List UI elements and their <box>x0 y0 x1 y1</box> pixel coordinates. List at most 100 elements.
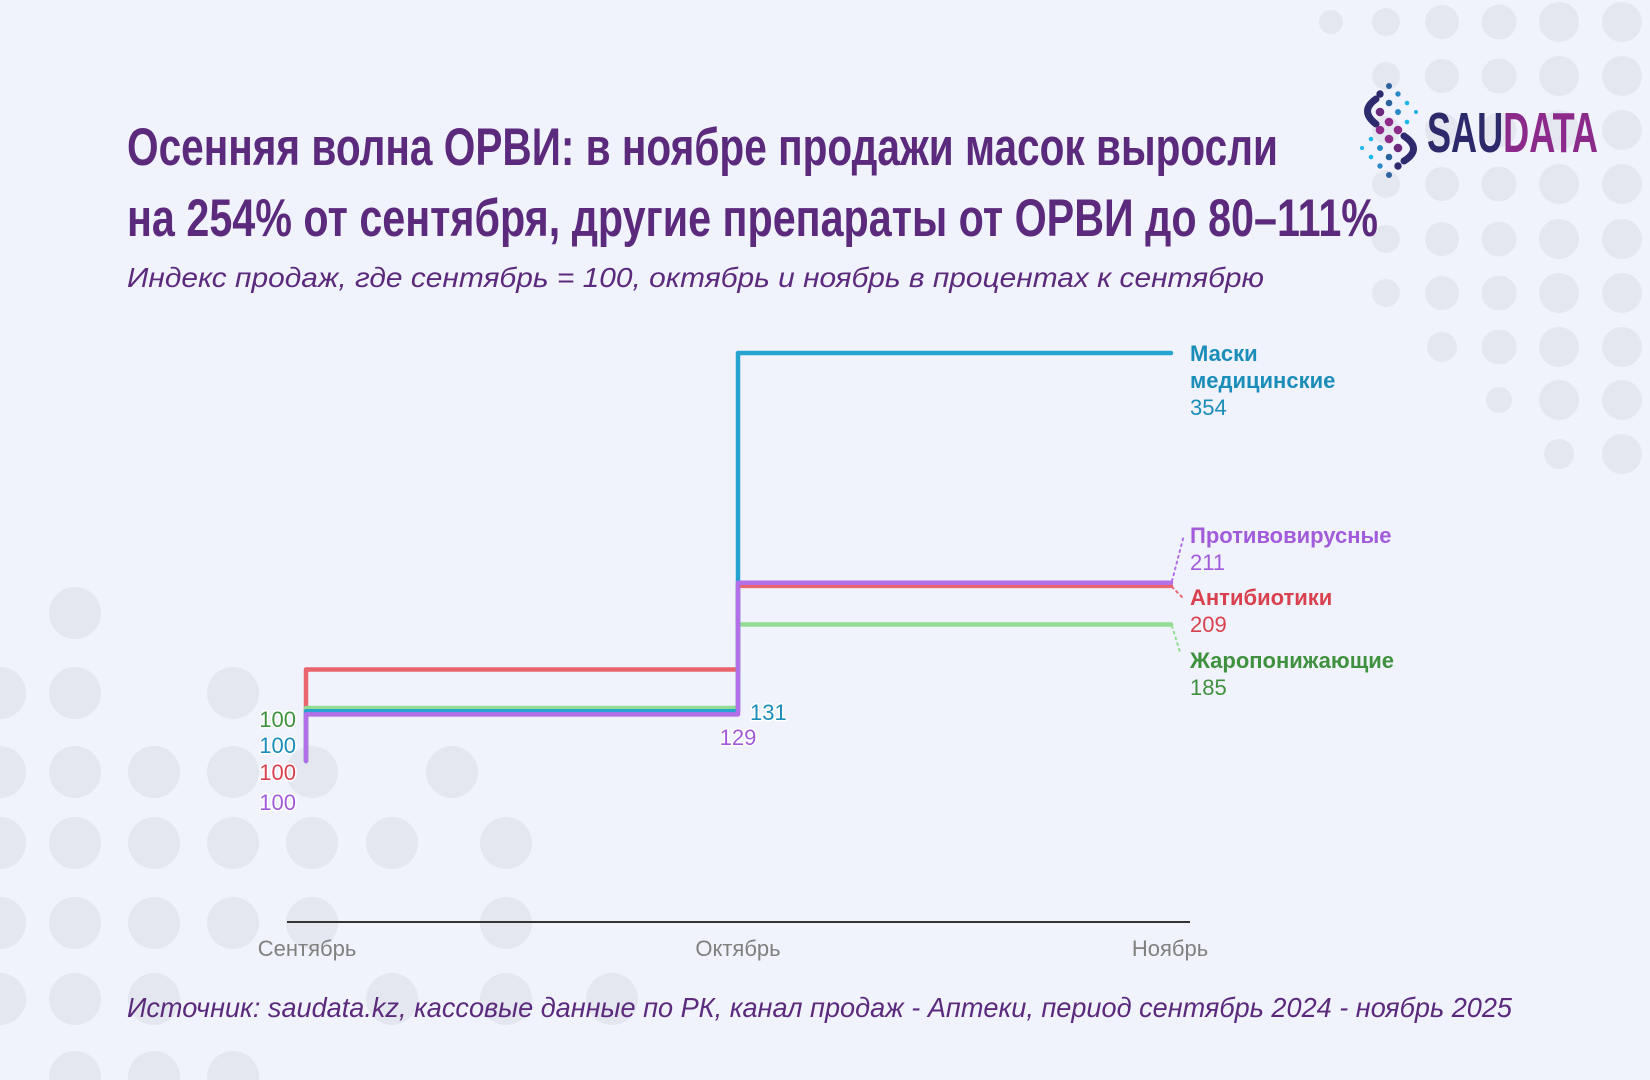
x-tick-label-november: Ноябрь <box>1132 936 1208 961</box>
logo-dot <box>1404 100 1410 106</box>
background-dot <box>586 973 638 1025</box>
background-dot <box>1602 327 1642 367</box>
logo-dot <box>1368 136 1374 142</box>
end-label-antivirals-name: Противовирусные <box>1190 523 1392 548</box>
background-dot <box>1319 10 1343 34</box>
background-dot <box>1425 222 1459 256</box>
background-dot <box>0 817 26 869</box>
background-dot <box>1539 110 1579 150</box>
background-dot <box>49 817 101 869</box>
background-dot <box>1372 170 1400 198</box>
background-dot <box>1602 2 1642 42</box>
logo-dot <box>1376 90 1384 98</box>
background-dot <box>0 973 26 1025</box>
background-dot <box>49 897 101 949</box>
background-dot <box>1425 5 1459 39</box>
end-label-antipyretics-name: Жаропонижающие <box>1189 648 1394 673</box>
background-dot <box>0 746 26 798</box>
leader-line-antivirals <box>1171 534 1185 582</box>
background-dot <box>1481 4 1517 40</box>
logo-dot <box>1393 143 1403 153</box>
mid-label-antivirals: 129 <box>720 725 757 750</box>
logo-right-arc <box>1400 132 1417 165</box>
end-label-masks-name-line-1: Маски <box>1190 341 1258 366</box>
background-dot <box>49 746 101 798</box>
background-dot <box>286 746 338 798</box>
start-label-antipyretics: 100 <box>259 707 296 732</box>
background-dot <box>128 897 180 949</box>
source-note: Источник: saudata.kz, кассовые данные по… <box>127 992 1512 1023</box>
start-label-antibiotics: 100 <box>259 760 296 785</box>
logo-wordmark-sau: SAU <box>1427 101 1503 165</box>
x-tick-label-september: Сентябрь <box>258 936 357 961</box>
end-label-antibiotics-value: 209 <box>1190 612 1227 637</box>
logo-dot <box>1384 117 1394 127</box>
background-dot <box>0 897 26 949</box>
background-dot <box>366 817 418 869</box>
background-dot <box>49 973 101 1025</box>
logo-dot <box>1386 83 1392 89</box>
background-dot <box>49 1051 101 1080</box>
logo-dot <box>1404 119 1410 125</box>
x-tick-label-october: Октябрь <box>695 936 780 961</box>
background-dot <box>480 817 532 869</box>
background-dot <box>1372 8 1400 36</box>
title-line-1: Осенняя волна ОРВИ: в ноябре продажи мас… <box>127 118 1278 177</box>
background-dot <box>1425 59 1459 93</box>
logo-dot <box>1368 154 1374 160</box>
logo-dna-icon <box>1360 83 1418 178</box>
background-dot <box>1539 219 1579 259</box>
logo-dot <box>1386 172 1392 178</box>
background-dot <box>1602 273 1642 313</box>
background-dot <box>1602 110 1642 150</box>
background-dot <box>1481 58 1517 94</box>
end-label-antibiotics-name: Антибиотики <box>1190 585 1332 610</box>
background-dot <box>1539 273 1579 313</box>
logo-dot <box>1385 153 1393 161</box>
logo-dot <box>1395 109 1401 115</box>
start-label-antivirals: 100 <box>259 790 296 815</box>
background-dot <box>128 1051 180 1080</box>
logo-dot <box>1414 110 1418 114</box>
background-dot <box>1372 62 1400 90</box>
step-chart: Сентябрь Октябрь Ноябрь 100 100 100 100 … <box>258 341 1394 961</box>
background-dot <box>49 587 101 639</box>
background-dot <box>1539 327 1579 367</box>
logo-dot <box>1377 145 1383 151</box>
background-dot <box>207 746 259 798</box>
background-dot <box>1481 112 1517 148</box>
background-dot <box>1602 219 1642 259</box>
background-dot <box>207 667 259 719</box>
logo-dot <box>1385 99 1393 107</box>
logo-dot <box>1375 107 1385 117</box>
background-dot <box>1372 279 1400 307</box>
background-dot <box>0 667 26 719</box>
background-dot <box>128 746 180 798</box>
background-dot <box>1539 380 1579 420</box>
background-dot <box>128 973 180 1025</box>
background-dot <box>1481 275 1517 311</box>
leader-line-antibiotics <box>1171 586 1184 599</box>
background-dot <box>1602 380 1642 420</box>
logo-left-arc <box>1364 95 1380 128</box>
background-dot <box>286 817 338 869</box>
background-dot <box>49 667 101 719</box>
background-dot <box>1427 332 1457 362</box>
end-label-antivirals: Противовирусные 211 <box>1190 523 1392 575</box>
background-dot <box>207 1051 259 1080</box>
background-dot <box>1539 164 1579 204</box>
start-label-masks: 100 <box>259 733 296 758</box>
logo-dot <box>1375 125 1385 135</box>
end-label-masks: Маски медицинские 354 <box>1190 341 1335 420</box>
background-dot <box>1372 225 1400 253</box>
background-dot <box>1425 276 1459 310</box>
end-label-antivirals-value: 211 <box>1190 550 1225 575</box>
background-dot <box>1602 434 1642 474</box>
logo-dot <box>1393 125 1403 135</box>
logo-dot <box>1384 134 1394 144</box>
background-dot <box>1486 387 1512 413</box>
end-label-masks-value: 354 <box>1190 395 1227 420</box>
background-dot <box>1544 439 1574 469</box>
background-dot <box>480 973 532 1025</box>
logo-dot <box>1395 91 1401 97</box>
